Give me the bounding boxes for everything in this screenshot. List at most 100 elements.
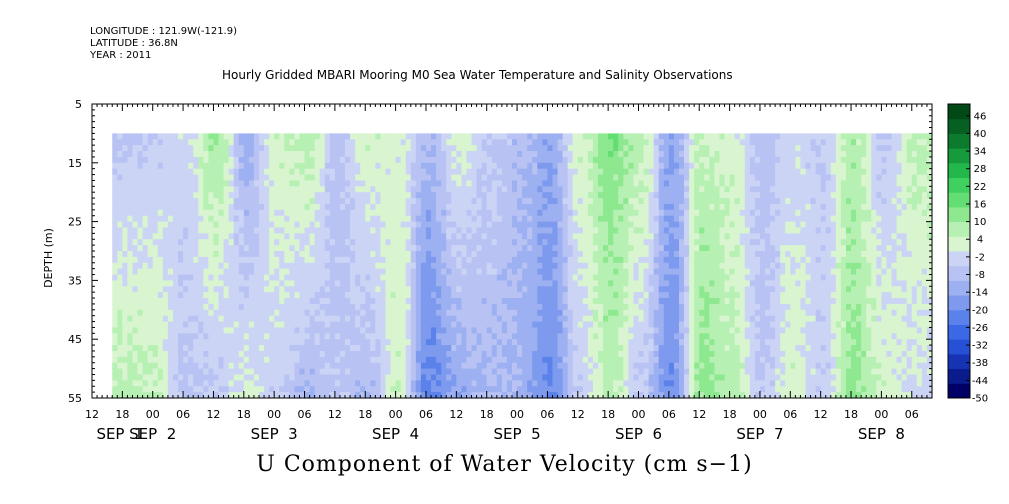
heatmap-cell [451,327,457,334]
heatmap-cell [517,333,523,340]
heatmap-cell [203,315,209,323]
heatmap-cell [350,339,356,346]
heatmap-cell [289,162,296,170]
heatmap-cell [238,356,245,364]
heatmap-cell [370,274,376,281]
heatmap-cell [223,339,230,346]
heatmap-cell [410,133,417,140]
heatmap-cell [481,233,488,240]
heatmap-cell [552,251,559,258]
heatmap-cell [329,215,336,223]
heatmap-cell [431,262,437,270]
heatmap-cell [547,215,554,223]
heatmap-cell [471,321,478,329]
heatmap-cell [339,339,346,346]
heatmap-cell [623,350,629,358]
heatmap-cell [517,321,523,329]
heatmap-cell [547,315,554,323]
heatmap-cell [496,274,503,281]
heatmap-cell [658,151,665,158]
heatmap-cell [668,356,675,364]
heatmap-cell [628,180,635,187]
heatmap-cell [618,280,624,287]
heatmap-cell [112,174,118,182]
heatmap-cell [279,362,285,370]
heatmap-cell [147,286,154,293]
heatmap-cell [274,209,280,217]
heatmap-cell [345,280,351,287]
heatmap-cell [395,162,402,170]
heatmap-cell [112,392,118,399]
heatmap-cell [658,262,665,270]
heatmap-cell [112,368,118,376]
heatmap-cell [425,151,432,158]
heatmap-cell [501,186,508,193]
heatmap-cell [172,145,179,152]
heatmap-cell [668,298,675,305]
heatmap-cell [436,256,442,264]
heatmap-cell [537,133,543,140]
heatmap-cell [466,333,473,340]
heatmap-cell [299,298,306,305]
heatmap-cell [258,309,265,317]
heatmap-cell [334,227,341,234]
heatmap-cell [542,256,549,264]
heatmap-cell [370,245,376,252]
heatmap-cell [360,286,366,293]
heatmap-cell [405,356,412,364]
heatmap-cell [304,280,311,287]
heatmap-cell [405,174,412,182]
heatmap-cell [486,362,493,370]
heatmap-cell [274,380,280,387]
heatmap-cell [258,221,265,229]
heatmap-cell [491,221,498,229]
heatmap-cell [400,298,407,305]
heatmap-cell [294,256,301,264]
heatmap-cell [127,350,134,358]
heatmap-cell [243,309,250,317]
heatmap-cell [522,268,528,276]
heatmap-cell [658,198,665,205]
heatmap-cell [648,156,655,164]
heatmap-cell [309,350,316,358]
heatmap-cell [299,227,306,234]
heatmap-cell [567,356,574,364]
heatmap-cell [517,345,523,352]
heatmap-cell [157,386,164,393]
heatmap-cell [329,386,336,393]
heatmap-cell [314,227,321,234]
heatmap-cell [253,198,260,205]
heatmap-cell [603,192,609,199]
heatmap-cell [375,286,382,293]
heatmap-cell [410,174,417,182]
heatmap-cell [562,362,569,370]
heatmap-cell [461,303,468,311]
heatmap-cell [162,298,169,305]
heatmap-cell [587,209,594,217]
heatmap-cell [117,333,123,340]
heatmap-cell [152,315,159,323]
heatmap-cell [415,392,422,399]
heatmap-cell [248,233,255,240]
heatmap-cell [390,133,397,140]
heatmap-cell [532,198,538,205]
heatmap-cell [420,215,427,223]
heatmap-cell [233,209,240,217]
heatmap-cell [345,139,351,146]
heatmap-cell [481,174,488,182]
heatmap-cell [203,333,209,340]
heatmap-cell [476,368,483,376]
heatmap-cell [542,198,549,205]
heatmap-cell [532,151,538,158]
heatmap-cell [506,286,513,293]
heatmap-cell [572,274,579,281]
heatmap-cell [289,309,296,317]
heatmap-cell [223,198,230,205]
heatmap-cell [415,321,422,329]
heatmap-cell [466,362,473,370]
heatmap-cell [517,268,523,276]
heatmap-cell [203,309,209,317]
heatmap-cell [496,380,503,387]
heatmap-cell [572,133,579,140]
heatmap-cell [334,186,341,193]
